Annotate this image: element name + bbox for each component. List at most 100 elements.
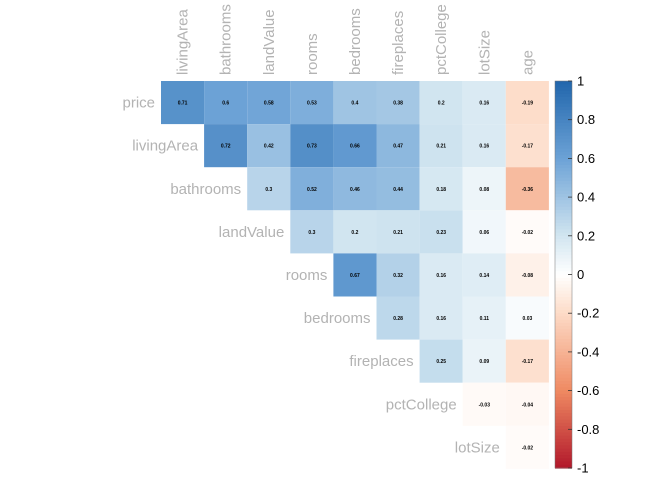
colorbar-segment: [555, 148, 572, 153]
heatmap-cell: [505, 425, 549, 469]
colorbar-segment: [555, 132, 572, 137]
cell-value-label: 0.44: [393, 187, 403, 193]
heatmap-cell: [419, 167, 463, 211]
colorbar-segment: [555, 435, 572, 440]
colorbar-segment: [555, 406, 572, 411]
heatmap-cell: [290, 167, 334, 211]
colorbar-segment: [555, 119, 572, 124]
colorbar-segment: [555, 280, 572, 285]
colorbar-segment: [555, 419, 572, 424]
heatmap-cell: [204, 124, 248, 168]
heatmap-cell: [376, 253, 420, 297]
colorbar-segment: [555, 461, 572, 466]
colorbar-segment: [555, 206, 572, 211]
cell-value-label: 0.67: [350, 273, 360, 279]
heatmap-cell: [290, 124, 334, 168]
cell-value-label: 0.03: [523, 316, 533, 322]
colorbar-segment: [555, 371, 572, 376]
colorbar-segment: [555, 458, 572, 463]
column-label: bedrooms: [347, 8, 364, 75]
row-labels: price livingArea bathrooms landValue rooms be…: [122, 95, 499, 457]
colorbar-segment: [555, 110, 572, 114]
cell-value-label: 0.08: [479, 187, 489, 193]
colorbar-tick-label: 0: [577, 267, 584, 282]
colorbar-segment: [555, 384, 572, 388]
colorbar-segment: [555, 448, 572, 453]
colorbar-segment: [555, 342, 572, 347]
cell-value-label: -0.17: [522, 359, 534, 365]
colorbar-segment: [555, 158, 572, 163]
heatmap-cell: [462, 296, 506, 340]
colorbar-segment: [555, 145, 572, 150]
colorbar-segment: [555, 442, 572, 447]
heatmap-cell: [419, 210, 463, 254]
colorbar-segment: [555, 84, 572, 89]
colorbar-segment: [555, 258, 572, 263]
colorbar-segment: [555, 216, 572, 221]
heatmap-cell: [462, 124, 506, 168]
colorbar: 1 0.8 0.6 0.4 0.2 0 -0.2 -0.4 -0.6 -0.8 -1: [554, 74, 599, 476]
colorbar-segment: [555, 135, 572, 140]
colorbar-segment: [555, 255, 572, 259]
colorbar-segment: [555, 355, 572, 359]
colorbar-segment: [555, 316, 572, 321]
cell-value-label: 0.66: [350, 144, 360, 150]
cell-value-label: 0.32: [393, 273, 403, 279]
cell-value-label: 0.23: [436, 230, 446, 236]
colorbar-segment: [555, 251, 572, 256]
heatmap-cell: [505, 210, 549, 254]
heatmap-cell: [333, 167, 377, 211]
colorbar-segment: [555, 184, 572, 189]
cell-value-label: -0.17: [522, 144, 534, 150]
heatmap-cell: [290, 81, 334, 125]
column-label: rooms: [304, 33, 321, 75]
colorbar-tick-label: -0.8: [577, 422, 599, 437]
colorbar-segment: [555, 377, 572, 382]
colorbar-segment: [555, 300, 572, 305]
row-label: bathrooms: [170, 181, 241, 198]
cell-value-label: 0.73: [307, 144, 317, 150]
colorbar-segment: [555, 345, 572, 350]
heatmap-cell: [505, 296, 549, 340]
heatmap-cell: [505, 382, 549, 426]
colorbar-segment: [555, 200, 572, 205]
colorbar-segment: [555, 87, 572, 92]
colorbar-segment: [555, 197, 572, 201]
colorbar-segment: [555, 309, 572, 314]
colorbar-segment: [555, 455, 572, 459]
colorbar-segment: [555, 390, 572, 395]
row-label: fireplaces: [349, 353, 413, 370]
colorbar-segment: [555, 429, 572, 434]
colorbar-segment: [555, 351, 572, 356]
colorbar-segment: [555, 290, 572, 295]
cell-value-label: 0.72: [221, 144, 231, 150]
colorbar-segment: [555, 168, 572, 172]
cell-value-label: 0.2: [351, 230, 358, 236]
heatmap-cell: [333, 81, 377, 125]
cell-value-label: 0.21: [436, 144, 446, 150]
heatmap-cell: [290, 210, 334, 254]
cell-value-label: 0.71: [178, 101, 188, 107]
colorbar-segment: [555, 329, 572, 334]
colorbar-segment: [555, 326, 572, 330]
colorbar-segment: [555, 374, 572, 379]
colorbar-segment: [555, 190, 572, 195]
colorbar-segment: [555, 413, 572, 418]
column-label: livingArea: [175, 8, 192, 75]
colorbar-segment: [555, 90, 572, 95]
colorbar-segment: [555, 380, 572, 385]
colorbar-segment: [555, 339, 572, 343]
colorbar-segment: [555, 129, 572, 134]
colorbar-segment: [555, 293, 572, 298]
heatmap-cell: [462, 339, 506, 383]
colorbar-segment: [555, 306, 572, 311]
heatmap-cell: [376, 81, 420, 125]
heatmap-cell: [505, 339, 549, 383]
cell-value-label: -0.19: [522, 101, 534, 107]
colorbar-segment: [555, 106, 572, 111]
colorbar-tick-label: -0.6: [577, 383, 599, 398]
cell-value-label: 0.16: [479, 101, 489, 107]
colorbar-segment: [555, 274, 572, 279]
colorbar-segment: [555, 203, 572, 208]
